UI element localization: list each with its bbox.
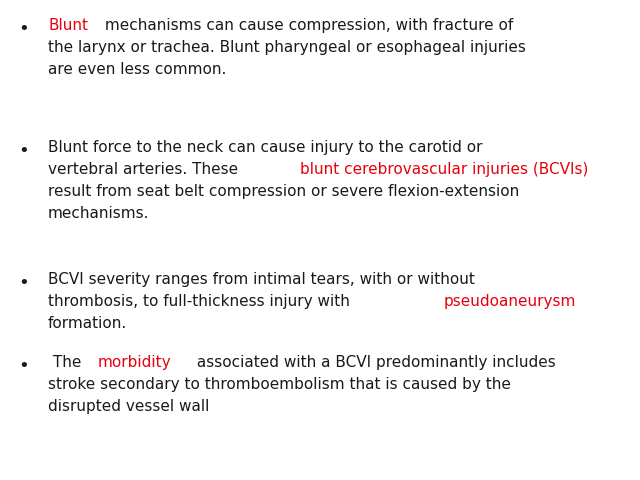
Text: formation.: formation. — [48, 316, 127, 331]
Text: Blunt force to the neck can cause injury to the carotid or: Blunt force to the neck can cause injury… — [48, 140, 483, 155]
Text: stroke secondary to thromboembolism that is caused by the: stroke secondary to thromboembolism that… — [48, 377, 511, 392]
Text: •: • — [18, 142, 29, 160]
Text: •: • — [18, 274, 29, 292]
Text: vertebral arteries. These: vertebral arteries. These — [48, 162, 243, 177]
Text: are even less common.: are even less common. — [48, 62, 227, 77]
Text: Blunt: Blunt — [48, 18, 88, 33]
Text: thrombosis, to full-thickness injury with: thrombosis, to full-thickness injury wit… — [48, 294, 355, 309]
Text: mechanisms can cause compression, with fracture of: mechanisms can cause compression, with f… — [100, 18, 513, 33]
Text: the larynx or trachea. Blunt pharyngeal or esophageal injuries: the larynx or trachea. Blunt pharyngeal … — [48, 40, 526, 55]
Text: associated with a BCVI predominantly includes: associated with a BCVI predominantly inc… — [193, 355, 556, 370]
Text: pseudoaneurysm: pseudoaneurysm — [444, 294, 576, 309]
Text: blunt cerebrovascular injuries (BCVIs): blunt cerebrovascular injuries (BCVIs) — [300, 162, 588, 177]
Text: result from seat belt compression or severe flexion-extension: result from seat belt compression or sev… — [48, 184, 519, 199]
Text: disrupted vessel wall: disrupted vessel wall — [48, 399, 209, 414]
Text: BCVI severity ranges from intimal tears, with or without: BCVI severity ranges from intimal tears,… — [48, 272, 475, 287]
Text: •: • — [18, 20, 29, 38]
Text: The: The — [48, 355, 86, 370]
Text: •: • — [18, 357, 29, 375]
Text: morbidity: morbidity — [97, 355, 171, 370]
Text: mechanisms.: mechanisms. — [48, 206, 150, 221]
